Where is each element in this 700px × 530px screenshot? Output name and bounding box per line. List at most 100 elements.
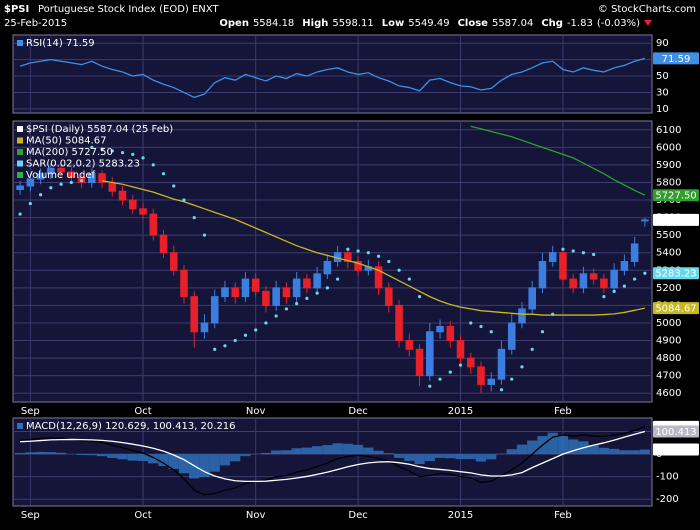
quote-label: Open xyxy=(219,18,249,29)
histogram-bar xyxy=(629,450,640,455)
histogram-bar xyxy=(465,454,476,460)
y-tick-label: 5000 xyxy=(656,318,681,329)
candle-body xyxy=(210,296,219,324)
histogram-bar xyxy=(76,454,87,456)
legend-swatch xyxy=(17,126,23,132)
candle-body xyxy=(292,278,301,298)
histogram-bar xyxy=(352,444,364,455)
sar-dot xyxy=(489,330,493,334)
end-label: 5727.50 xyxy=(655,191,696,202)
sar-dot xyxy=(387,259,391,264)
sar-dot xyxy=(448,370,452,374)
candle-body xyxy=(610,269,618,289)
candle-body xyxy=(231,287,239,298)
source: © StockCharts.com xyxy=(598,4,696,15)
candle-body xyxy=(36,173,45,180)
sar-dot xyxy=(120,151,125,155)
sar-dot xyxy=(243,333,248,337)
quote-value: 5549.49 xyxy=(408,18,449,29)
y-tick-label: -200 xyxy=(656,494,679,505)
sar-dot xyxy=(571,249,575,253)
histogram-bar xyxy=(260,452,272,455)
sar-dot xyxy=(612,289,616,293)
sar-dot xyxy=(213,347,217,351)
histogram-bar xyxy=(609,448,620,455)
candle-body xyxy=(169,252,178,271)
candle-body xyxy=(436,325,444,333)
quote-value: 5584.18 xyxy=(253,18,294,29)
candle-body xyxy=(538,261,547,289)
symbol: $PSI xyxy=(4,4,29,15)
candle-body xyxy=(405,340,414,350)
histogram-bar xyxy=(117,454,128,460)
end-label: 71.59 xyxy=(662,54,691,65)
candle-body xyxy=(559,252,567,280)
histogram-bar xyxy=(434,454,446,458)
candle-body xyxy=(180,269,188,298)
y-tick-label: 5500 xyxy=(656,230,681,241)
histogram-bar xyxy=(25,452,36,455)
sar-dot xyxy=(233,338,237,343)
panel xyxy=(12,34,653,114)
histogram-bar xyxy=(455,454,466,460)
candle-body xyxy=(385,287,393,306)
candle-body xyxy=(47,167,55,175)
histogram-bar xyxy=(35,451,46,455)
histogram-bar xyxy=(55,452,67,455)
sar-dot xyxy=(202,233,207,237)
candle-body xyxy=(548,252,557,262)
sar-dot xyxy=(397,268,401,272)
histogram-bar xyxy=(373,450,384,455)
candle-body xyxy=(456,340,465,359)
candle-body xyxy=(221,287,229,298)
sar-dot xyxy=(581,251,586,255)
candle-body xyxy=(426,331,434,377)
sar-dot xyxy=(366,251,370,255)
sar-dot xyxy=(90,145,94,149)
candle-body xyxy=(641,219,649,222)
x-tick-label: Feb xyxy=(554,406,572,417)
candle-body xyxy=(129,199,137,210)
legend-entry: MA(50) 5084.67 xyxy=(26,136,107,147)
sar-dot xyxy=(151,163,155,167)
down-arrow xyxy=(644,20,652,26)
sar-dot xyxy=(520,365,524,369)
x-tick-label: 2015 xyxy=(448,406,473,417)
candle-body xyxy=(374,266,383,289)
sar-dot xyxy=(274,314,278,318)
sar-dot xyxy=(295,302,299,306)
candle-body xyxy=(108,181,117,192)
candle-body xyxy=(282,287,291,298)
y-tick-label: 10 xyxy=(656,104,669,115)
candle-body xyxy=(477,366,485,385)
sar-dot xyxy=(458,363,463,367)
legend-swatch xyxy=(17,160,23,167)
legend-entry: $PSI (Daily) 5587.04 (25 Feb) xyxy=(26,124,173,135)
histogram-bar xyxy=(86,454,97,456)
histogram-bar xyxy=(178,454,190,474)
histogram-bar xyxy=(363,447,374,455)
candle-body xyxy=(262,290,270,306)
histogram-bar xyxy=(588,445,599,455)
sar-dot xyxy=(602,295,606,299)
end-label-box xyxy=(653,189,699,202)
y-tick-label: 4900 xyxy=(656,336,681,347)
quote-value: -1.83 xyxy=(567,18,593,29)
candle-body xyxy=(446,325,455,342)
candle-body xyxy=(272,287,280,306)
x-tick-label: Oct xyxy=(134,510,151,521)
line xyxy=(20,426,646,496)
sar-dot xyxy=(264,321,268,325)
candle-body xyxy=(600,278,608,289)
sar-dot xyxy=(100,147,104,151)
sar-dot xyxy=(49,186,53,190)
quote: Open 5584.18 High 5598.11 Low 5549.49 Close 558… xyxy=(219,18,640,29)
candle-body xyxy=(354,261,362,271)
candle-body xyxy=(415,348,424,377)
candle-body xyxy=(26,178,35,187)
legend-entry: SAR(0.02,0.2) 5283.23 xyxy=(26,159,140,170)
histogram-bar xyxy=(393,454,405,458)
histogram-bar xyxy=(557,434,569,455)
y-tick-label: -100 xyxy=(656,472,679,483)
